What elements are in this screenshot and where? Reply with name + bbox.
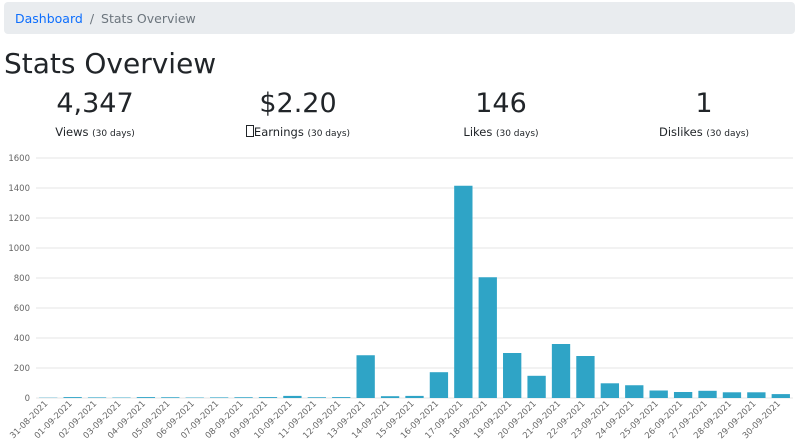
- bar: [332, 397, 351, 398]
- bar: [722, 392, 742, 398]
- bar: [454, 185, 473, 398]
- chart-bars: [39, 185, 790, 398]
- bar: [87, 397, 107, 398]
- stat-views-label: Views (30 days): [0, 124, 190, 142]
- stat-dislikes: 1 Dislikes (30 days): [609, 86, 799, 142]
- stat-dislikes-label-text: Dislikes: [659, 125, 703, 139]
- y-tick-label: 0: [25, 394, 30, 404]
- bar: [356, 355, 375, 398]
- views-bar-chart: 0 200 400 600 800 1000 1200 1400 1600 31-08-2021…: [8, 154, 793, 441]
- bar: [380, 396, 400, 398]
- stat-dislikes-period: (30 days): [706, 129, 749, 139]
- chart-x-axis: 31-08-202101-09-202102-09-202103-09-2021…: [8, 399, 783, 441]
- stat-views: 4,347 Views (30 days): [0, 86, 190, 142]
- stat-dislikes-label: Dislikes (30 days): [609, 124, 799, 142]
- stat-views-period: (30 days): [92, 129, 135, 139]
- bar: [503, 353, 522, 398]
- bar: [551, 344, 571, 398]
- y-tick-label: 400: [14, 334, 30, 344]
- bar: [136, 397, 156, 398]
- breadcrumb-current: Stats Overview: [101, 10, 196, 26]
- bar: [649, 390, 668, 398]
- bar: [63, 397, 82, 398]
- stat-likes: 146 Likes (30 days): [406, 86, 596, 142]
- bar: [698, 390, 717, 398]
- stat-dislikes-value: 1: [695, 88, 713, 119]
- y-tick-label: 800: [14, 274, 30, 284]
- stat-views-label-text: Views: [55, 125, 89, 139]
- bar: [405, 395, 424, 398]
- bar: [576, 356, 595, 398]
- breadcrumb-dashboard-link[interactable]: Dashboard: [15, 10, 83, 26]
- bar: [161, 397, 180, 398]
- bar: [307, 397, 326, 398]
- bar: [234, 397, 253, 398]
- bar: [429, 372, 449, 398]
- stat-earnings: $2.20 Earnings (30 days): [203, 86, 393, 142]
- y-tick-label: 1200: [8, 214, 30, 224]
- stat-likes-value: 146: [475, 88, 527, 119]
- bar: [283, 395, 302, 398]
- y-tick-label: 1400: [8, 184, 30, 194]
- bar: [527, 375, 546, 398]
- y-tick-label: 600: [14, 304, 30, 314]
- bar: [625, 385, 644, 398]
- breadcrumb-separator: /: [89, 10, 95, 26]
- chart-y-axis: 0 200 400 600 800 1000 1200 1400 1600: [8, 154, 30, 404]
- bar: [600, 383, 620, 398]
- stat-views-value: 4,347: [56, 88, 134, 119]
- bar: [747, 392, 766, 398]
- bar: [258, 397, 278, 398]
- breadcrumb: Dashboard / Stats Overview: [4, 2, 795, 34]
- stat-earnings-label-text: Earnings: [253, 125, 304, 139]
- stat-likes-label: Likes (30 days): [406, 124, 596, 142]
- bar: [209, 397, 229, 398]
- stat-likes-period: (30 days): [495, 129, 539, 139]
- chart-gridlines: [36, 157, 793, 399]
- stat-earnings-label: Earnings (30 days): [203, 124, 393, 142]
- bar: [771, 394, 790, 398]
- stat-earnings-value: $2.20: [259, 88, 337, 119]
- y-tick-label: 200: [14, 364, 30, 374]
- y-tick-label: 1600: [8, 154, 30, 164]
- stat-likes-label-text: Likes: [463, 125, 493, 139]
- missing-glyph-icon: [245, 125, 254, 137]
- stat-earnings-period: (30 days): [307, 129, 351, 139]
- bar: [673, 392, 693, 398]
- bar: [478, 277, 497, 398]
- y-tick-label: 1000: [8, 244, 30, 254]
- page-title: Stats Overview: [4, 47, 217, 80]
